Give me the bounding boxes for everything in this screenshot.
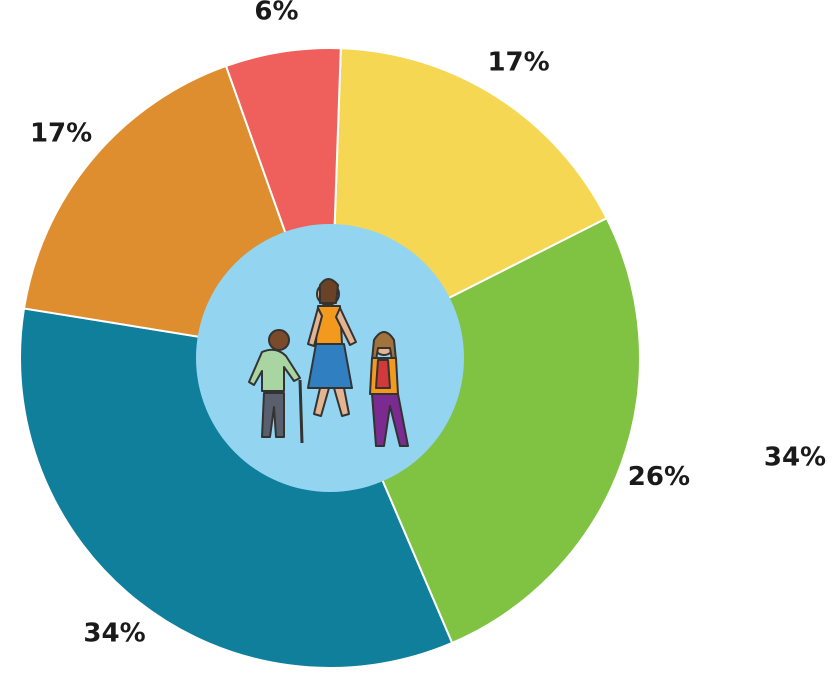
- people-icon: [248, 278, 409, 447]
- value-label: 6%: [254, 0, 298, 27]
- value-label: 17%: [30, 118, 92, 148]
- value-label: 26%: [628, 462, 690, 492]
- value-label: 34%: [83, 618, 145, 648]
- value-label: 17%: [487, 48, 549, 78]
- annotation: 34%: [764, 443, 826, 473]
